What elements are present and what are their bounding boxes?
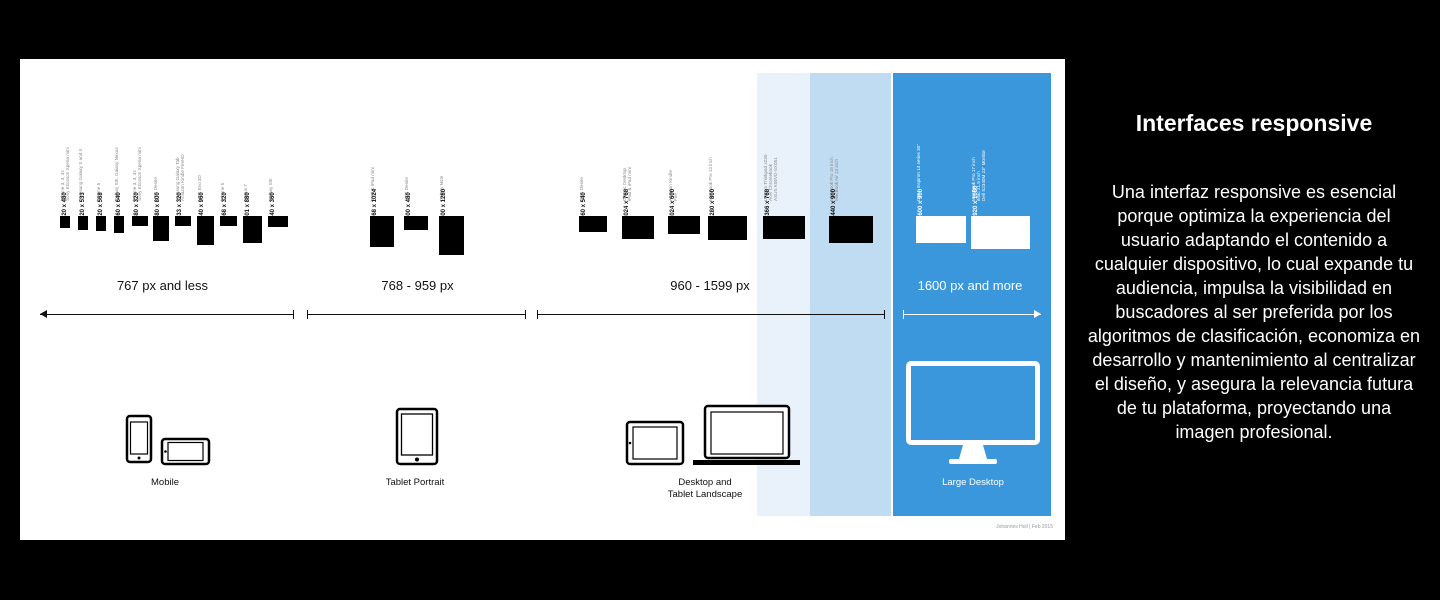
range-mobile: 767 px and less: [116, 278, 209, 293]
range-tablet-portrait: 768 - 959 px: [381, 278, 454, 293]
device-resolution: 960 x 540: [581, 192, 587, 219]
device-resolution: 533 x 320: [177, 192, 183, 219]
device-resolution: 320 x 568: [98, 192, 104, 219]
large-desktop-monitor-icon: [906, 361, 1040, 464]
arrow-right-icon: [1034, 310, 1041, 318]
device-screen-rect: [668, 216, 700, 234]
device-resolution: 480 x 320: [134, 192, 140, 219]
side-body: Una interfaz responsive es esencial porq…: [1087, 182, 1421, 442]
tablet-portrait-icon: [395, 407, 439, 466]
device-resolution: 320 x 533: [80, 192, 86, 219]
device-resolution: 1366 x 768: [765, 188, 771, 219]
side-title: Interfaces responsive: [1135, 110, 1373, 136]
device-screen-rect: [78, 216, 88, 230]
device-resolution: 360 x 640: [116, 192, 122, 219]
device-resolution: 568 x 320: [222, 192, 228, 219]
device-resolution: 320 x 480: [62, 192, 68, 219]
device-resolution: 480 x 800: [155, 192, 161, 219]
arrow-left-icon: [40, 310, 47, 318]
device-label-mobile: Mobile: [151, 477, 179, 488]
device-screen-rect: [622, 216, 654, 239]
device-resolution: 1024 x 600: [670, 188, 676, 219]
range-large-desktop: 1600 px and more: [917, 278, 1023, 293]
device-screen-rect: [404, 216, 428, 230]
range-arrow-tablet: [307, 310, 526, 319]
device-resolution: 800 x 480: [406, 192, 412, 219]
device-label-desktop-tablet-landscape: Desktop and Tablet Landscape: [667, 477, 743, 500]
device-screen-rect: [829, 216, 873, 243]
device-screen-rect: [708, 216, 747, 240]
device-screen-rect: [175, 216, 191, 226]
device-resolution: 1280 x 800: [710, 188, 716, 219]
device-screen-rect: [132, 216, 148, 226]
range-arrow-desktop: [537, 310, 885, 319]
device-label-tablet-portrait: Tablet Portrait: [385, 477, 445, 488]
device-resolution: 800 x 1280: [441, 188, 447, 219]
device-screen-rect: [439, 216, 464, 255]
device-resolution: 640 x 360: [270, 192, 276, 219]
device-resolution: 1920 x 1080: [973, 185, 979, 219]
device-screen-rect: [268, 216, 288, 227]
side-panel: Interfaces responsive Una interfaz respo…: [1086, 108, 1422, 444]
range-arrow-mobile: [40, 310, 294, 319]
device-resolution: 1024 x 768: [624, 188, 630, 219]
device-screen-rect: [971, 216, 1030, 249]
device-screen-rect: [370, 216, 394, 247]
range-desktop: 960 - 1599 px: [670, 278, 750, 293]
device-resolution: 601 x 880: [245, 192, 251, 219]
mobile-devices-icon: [125, 414, 211, 466]
device-screen-rect: [197, 216, 214, 245]
device-resolution: 1440 x 900: [831, 188, 837, 219]
device-screen-rect: [153, 216, 169, 241]
device-resolution: 1600 x 900: [918, 188, 924, 219]
credit-text: Johannes Holl | Feb 2015: [996, 524, 1053, 530]
range-arrow-large-desktop: [903, 310, 1041, 319]
device-screen-rect: [114, 216, 124, 233]
device-resolution: 768 x 1024: [372, 188, 378, 219]
breakpoints-diagram: iPhone 3, 4, 4s Sony Ericsson Xperia mini…: [20, 59, 1065, 540]
band-1440: [810, 73, 891, 516]
device-screen-rect: [763, 216, 805, 239]
desktop-tablet-landscape-icon: [625, 404, 800, 466]
device-screen-rect: [243, 216, 262, 243]
device-screen-rect: [96, 216, 106, 231]
device-screen-rect: [579, 216, 607, 232]
device-screen-rect: [60, 216, 70, 228]
device-screen-rect: [916, 216, 966, 243]
device-resolution: 540 x 960: [199, 192, 205, 219]
device-label-large-desktop: Large Desktop: [942, 477, 1004, 488]
device-screen-rect: [220, 216, 237, 226]
